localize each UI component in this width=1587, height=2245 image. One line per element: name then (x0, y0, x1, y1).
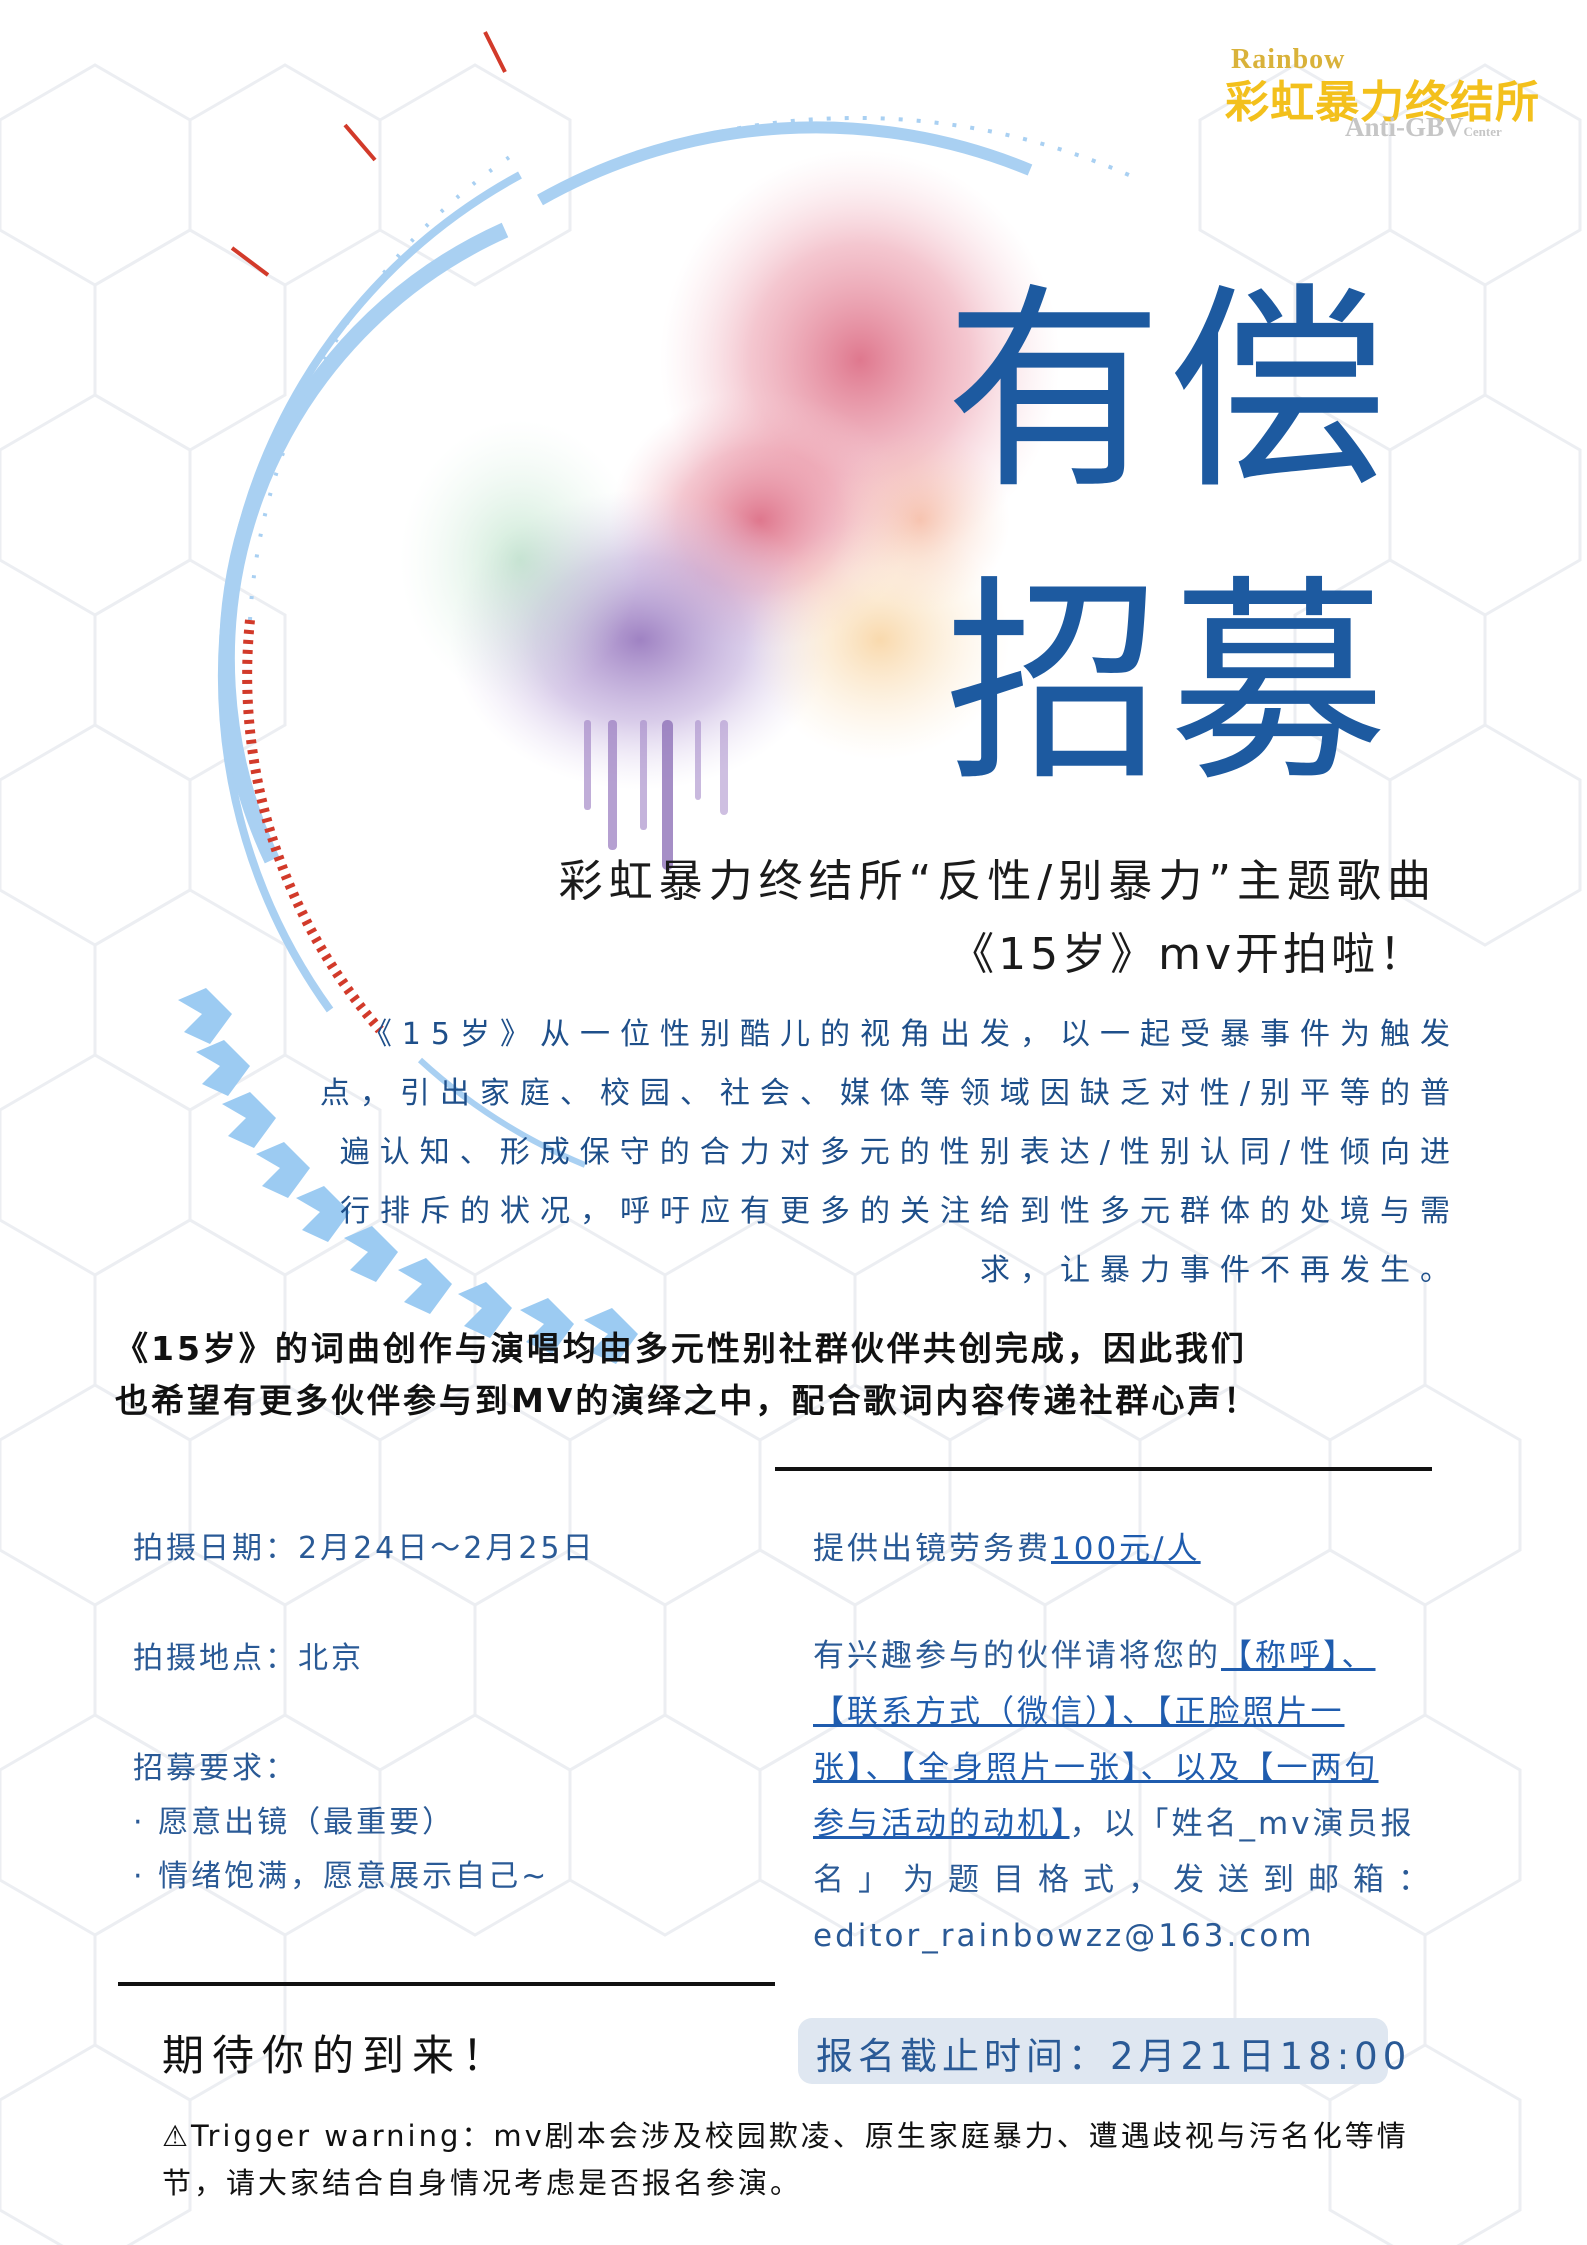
intro-line: 求，让暴力事件不再发生。 (980, 1253, 1460, 1288)
title-line-2: 招募 (945, 558, 1393, 811)
logo-sub-text: Anti-GBVCenter (1345, 112, 1502, 142)
subtitle-line-1: 彩虹暴力终结所“反性/别暴力”主题歌曲 (558, 856, 1437, 907)
compensation-label: 提供出镜劳务费 (813, 1531, 1051, 1567)
closing-text: 期待你的到来！ (162, 2031, 513, 2080)
requirements-title: 招募要求： (133, 1751, 298, 1786)
intro-line: 《15岁》从一位性别酷儿的视角出发，以一起受暴事件为触发 (361, 1017, 1460, 1052)
logo-top-text: Rainbow (1231, 44, 1346, 75)
trigger-warning: ⚠Trigger warning：mv剧本会涉及校园欺凌、原生家庭暴力、遭遇歧视… (162, 2113, 1482, 2207)
intro-line: 点，引出家庭、校园、社会、媒体等领域因缺乏对性/别平等的普 (319, 1076, 1460, 1111)
compensation-amount: 100元/人 (1051, 1531, 1201, 1567)
highlight-paragraph: 《15岁》的词曲创作与演唱均由多元性别社群伙伴共创完成，因此我们 也希望有更多伙… (115, 1323, 1475, 1427)
logo: Rainbow 彩虹暴力终结所 Anti-GBVCenter (1225, 40, 1555, 142)
apply-line-2: 【联系方式（微信）】、【正脸照片一 (813, 1694, 1345, 1730)
deadline-text: 报名截止时间：2月21日18:00 (816, 2035, 1412, 2078)
apply-line-3: 张】、【全身照片一张】、以及【一两句 (813, 1750, 1379, 1786)
logo-main-text: 彩虹暴力终结所 (1225, 77, 1540, 128)
compensation: 提供出镜劳务费100元/人 (813, 1523, 1201, 1568)
intro-paragraph: 《15岁》从一位性别酷儿的视角出发，以一起受暴事件为触发 点，引出家庭、校园、社… (310, 1005, 1460, 1300)
warning-line: 节，请大家结合自身情况考虑是否报名参演。 (162, 2166, 803, 2200)
intro-line: 行排斥的状况，呼吁应有更多的关注给到性多元群体的处境与需 (340, 1194, 1460, 1229)
warning-line: ⚠Trigger warning：mv剧本会涉及校园欺凌、原生家庭暴力、遭遇歧视… (162, 2119, 1409, 2153)
highlight-line: 也希望有更多伙伴参与到MV的演绎之中，配合歌词内容传递社群心声！ (115, 1381, 1260, 1420)
apply-line-4: 参与活动的动机】，以「姓名_mv演员报 (813, 1806, 1415, 1842)
subtitle-line-2: 《15岁》mv开拍啦！ (950, 929, 1427, 980)
apply-line-5: 名」为题目格式，发送到邮箱： (813, 1862, 1443, 1898)
hexagon-pattern (0, 63, 1582, 2245)
chevron-arrows (178, 988, 638, 1364)
deadline-badge: 报名截止时间：2月21日18:00 (798, 2018, 1406, 2084)
requirement-item: · 愿意出镜（最重要） (133, 1805, 456, 1840)
red-ticks (230, 31, 507, 1034)
requirement-item: · 情绪饱满，愿意展示自己~ (133, 1859, 550, 1894)
apply-line-1: 有兴趣参与的伙伴请将您的【称呼】、 (813, 1638, 1376, 1674)
ring-graphics (217, 115, 1141, 1168)
apply-instructions: 有兴趣参与的伙伴请将您的【称呼】、 【联系方式（微信）】、【正脸照片一 张】、【… (813, 1628, 1503, 1964)
shoot-location: 拍摄地点：北京 (133, 1641, 364, 1676)
divider-top (775, 1467, 1432, 1471)
watercolor-splash (400, 150, 1060, 870)
intro-line: 遍认知、形成保守的合力对多元的性别表达/性别认同/性倾向进 (339, 1135, 1460, 1170)
title-line-1: 有偿 (945, 266, 1393, 519)
highlight-line: 《15岁》的词曲创作与演唱均由多元性别社群伙伴共创完成，因此我们 (115, 1329, 1247, 1368)
divider-bottom (118, 1982, 775, 1986)
shoot-date: 拍摄日期：2月24日～2月25日 (133, 1531, 596, 1566)
email-address[interactable]: editor_rainbowzz@163.com (813, 1918, 1315, 1954)
